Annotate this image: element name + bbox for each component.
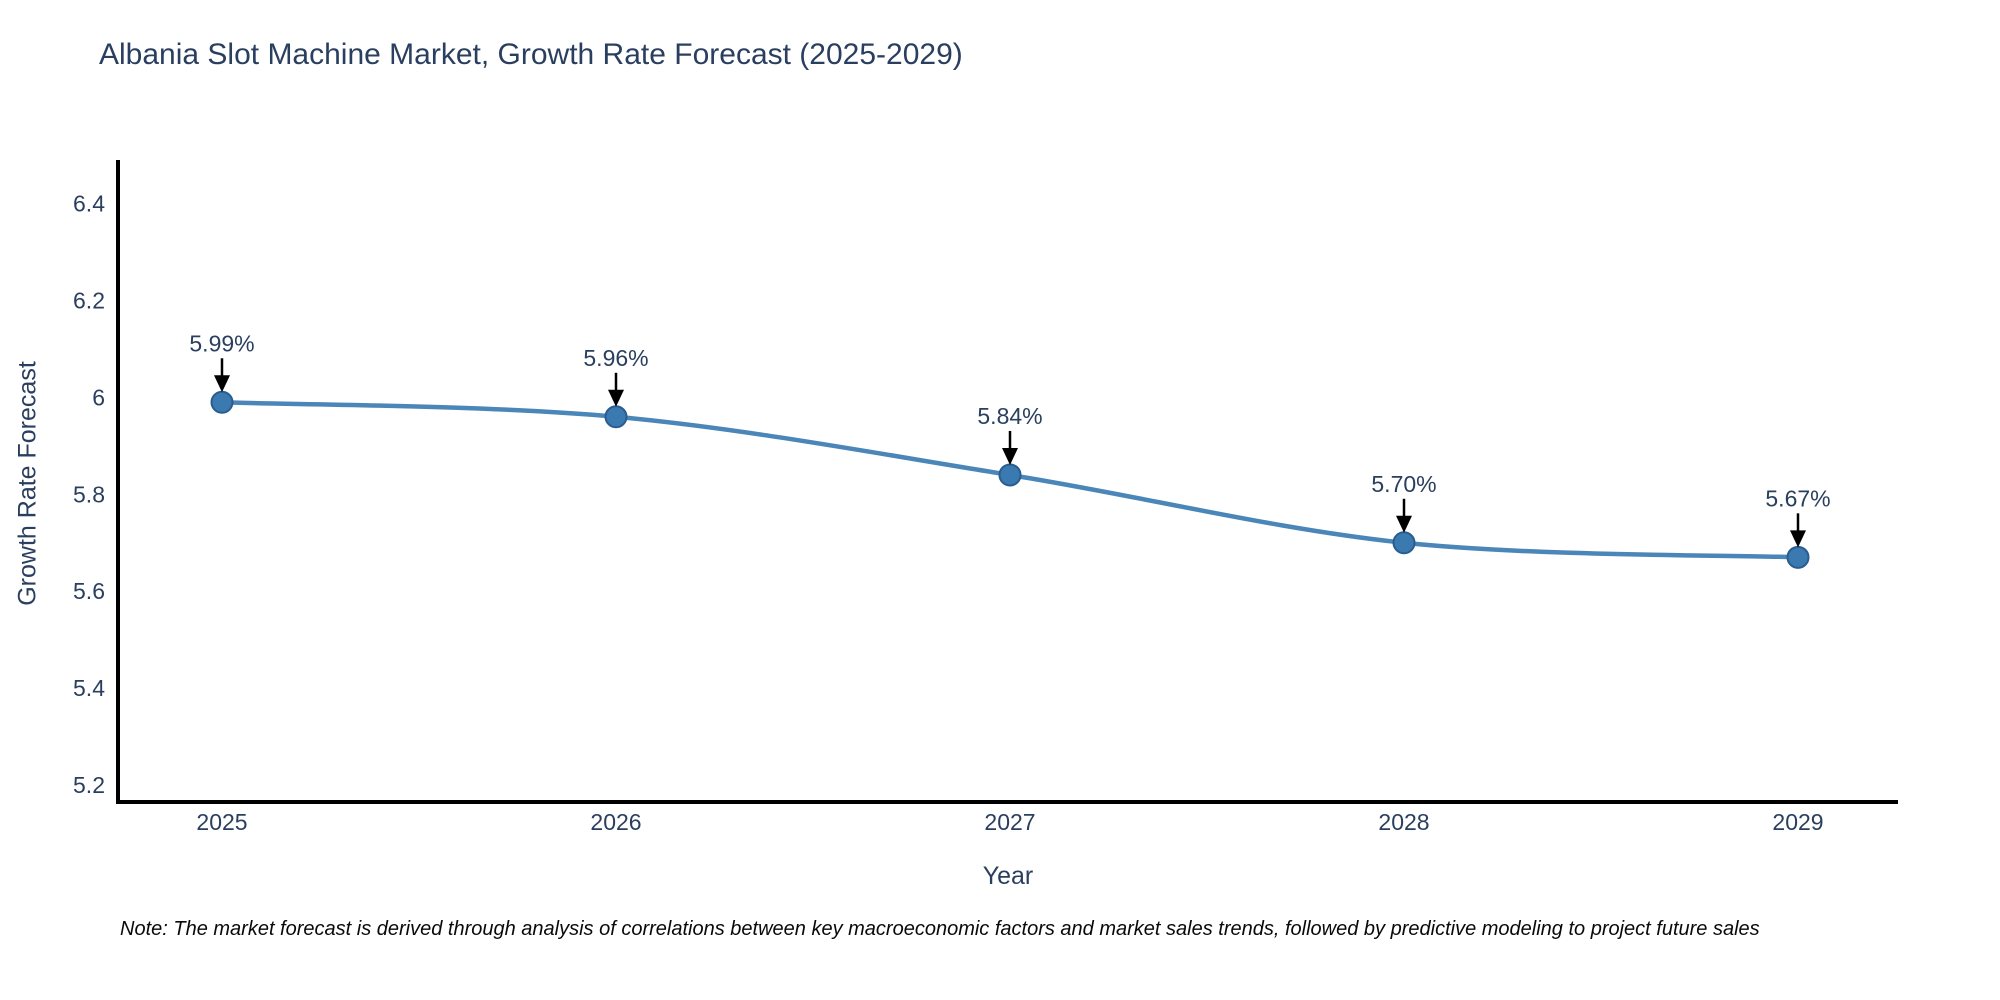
annotation-arrowhead — [608, 389, 624, 407]
annotation-arrowhead — [1790, 530, 1806, 548]
y-tick-label: 6 — [92, 384, 105, 410]
y-tick-label: 5.8 — [73, 481, 105, 507]
annotation-label: 5.67% — [1765, 485, 1830, 511]
x-tick-label: 2026 — [590, 809, 641, 835]
y-axis-title: Growth Rate Forecast — [13, 361, 42, 606]
y-tick-label: 5.4 — [73, 675, 105, 701]
annotation-label: 5.99% — [189, 330, 254, 356]
x-tick-label: 2028 — [1378, 809, 1429, 835]
y-tick-label: 6.4 — [73, 191, 105, 217]
x-tick-label: 2029 — [1772, 809, 1823, 835]
data-point-marker — [1786, 545, 1810, 569]
annotation-label: 5.84% — [977, 403, 1042, 429]
x-tick-label: 2025 — [196, 809, 247, 835]
y-tick-label: 5.2 — [73, 772, 105, 798]
annotation-label: 5.96% — [583, 345, 648, 371]
chart-title: Albania Slot Machine Market, Growth Rate… — [99, 38, 963, 71]
data-point-marker — [1392, 531, 1416, 555]
footnote: Note: The market forecast is derived thr… — [120, 918, 1760, 940]
y-tick-label: 6.2 — [73, 288, 105, 314]
data-point-marker — [998, 463, 1022, 487]
annotation-arrowhead — [1002, 447, 1018, 465]
annotation-arrowhead — [214, 375, 230, 393]
data-point-marker — [604, 405, 628, 429]
y-tick-label: 5.6 — [73, 578, 105, 604]
data-point-marker — [210, 390, 234, 414]
x-axis-title: Year — [982, 862, 1034, 890]
x-tick-label: 2027 — [984, 809, 1035, 835]
annotation-arrowhead — [1396, 515, 1412, 533]
annotation-label: 5.70% — [1371, 471, 1436, 497]
